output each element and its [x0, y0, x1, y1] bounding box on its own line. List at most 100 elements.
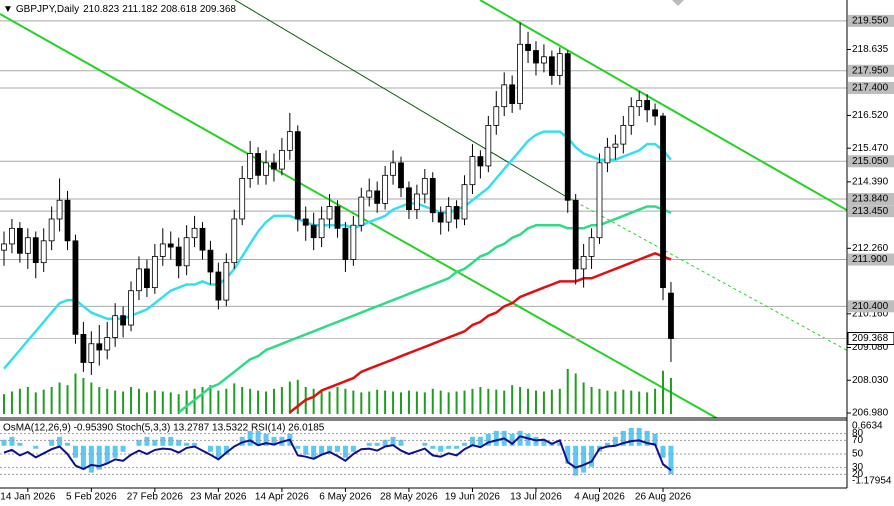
candle-body	[80, 333, 87, 363]
volume-bar	[431, 388, 434, 414]
candle-body	[604, 146, 611, 164]
osma-bar	[581, 445, 587, 473]
osma-bar	[644, 430, 650, 446]
osma-bar	[517, 430, 523, 446]
volume-bar	[122, 391, 125, 414]
volume-bar	[606, 390, 609, 414]
volume-bar	[82, 378, 85, 414]
osma-bar	[485, 433, 491, 446]
candle-body	[413, 193, 420, 211]
volume-bar	[296, 379, 299, 414]
osma-bar	[327, 445, 333, 452]
candle-body	[72, 240, 79, 335]
candle-body	[32, 237, 39, 264]
candle-body	[668, 292, 674, 339]
channel-line	[564, 195, 847, 351]
osma-bar	[628, 427, 634, 446]
osma-bar	[168, 436, 174, 446]
candle-body	[398, 162, 404, 189]
osma-bar	[469, 436, 475, 446]
volume-bar	[495, 389, 498, 414]
candle-body	[247, 153, 254, 179]
candle-body	[175, 246, 182, 267]
close: 209.368	[200, 4, 237, 15]
volume-bar	[265, 391, 268, 414]
rsi-line	[3, 435, 672, 472]
volume-bar	[630, 390, 633, 414]
volume-bar	[169, 392, 172, 414]
x-tick-label: 19 Jun 2026	[445, 492, 500, 503]
osma-bar	[112, 445, 118, 458]
osma-bar	[319, 445, 325, 455]
osma-bar	[120, 445, 126, 452]
volume-bar	[527, 388, 530, 414]
osma-bar	[374, 442, 380, 446]
volume-bar	[566, 369, 569, 414]
x-tick-label: 4 Aug 2026	[574, 492, 625, 503]
volume-bar	[161, 391, 164, 414]
volume-bar	[272, 388, 275, 414]
osma-bar	[255, 430, 261, 446]
candle-body	[636, 100, 643, 108]
moving-average	[289, 251, 672, 414]
volume-bar	[280, 387, 283, 414]
level-box	[848, 193, 894, 206]
volume-bar	[407, 390, 410, 414]
osma-bar	[636, 427, 642, 446]
x-tick-label: 23 Mar 2026	[190, 492, 247, 503]
volume-bar	[550, 389, 553, 414]
candle-body	[88, 343, 95, 363]
volume-bar	[344, 388, 347, 414]
volume-bar	[3, 394, 5, 414]
candle-body	[421, 178, 428, 195]
candle-body	[223, 262, 230, 301]
volume-bar	[646, 392, 649, 414]
candle-body	[342, 227, 349, 260]
level-label: 219.550	[852, 16, 889, 27]
candle-body	[215, 271, 222, 301]
candle-body	[382, 174, 389, 204]
candle-body	[255, 153, 261, 176]
osma-bar	[462, 442, 468, 446]
volume-bar	[34, 392, 37, 414]
candle-body	[310, 224, 317, 239]
candle-body	[9, 227, 15, 245]
level-label: 213.450	[852, 206, 889, 217]
candle-body	[144, 268, 150, 289]
volume-bar	[241, 387, 244, 414]
y-tick-label: 210.160	[852, 308, 889, 319]
y-tick-label: 209.080	[852, 342, 889, 353]
candle-body	[548, 56, 555, 76]
candle-body	[302, 218, 309, 226]
osma-bar	[620, 430, 626, 446]
osma-bar	[477, 436, 483, 446]
volume-bar	[177, 394, 180, 414]
candle-body	[40, 240, 47, 264]
osma-bar	[652, 433, 658, 446]
osma-bar	[33, 445, 39, 449]
volume-bar	[98, 387, 101, 414]
level-label: 211.900	[852, 254, 888, 265]
level-box	[848, 64, 894, 77]
volume-bar	[423, 392, 426, 414]
candle-body	[16, 227, 23, 254]
osma-tick-label: -1.17954	[852, 476, 892, 487]
volume-bar	[360, 392, 363, 414]
y-tick-label: 212.260	[852, 243, 889, 254]
rsi-tick-label: 70	[852, 435, 864, 446]
candle-body	[207, 249, 214, 273]
candle-body	[64, 199, 71, 242]
candle-body	[1, 243, 7, 251]
candle-body	[56, 199, 63, 220]
x-tick-label: 6 May 2026	[319, 492, 372, 503]
candle-body	[429, 178, 436, 214]
volume-bar	[392, 391, 395, 414]
volume-bar	[654, 388, 657, 414]
volume-bar	[574, 373, 577, 414]
candle-body	[469, 156, 476, 186]
osma-bar	[104, 445, 110, 464]
candle-body	[580, 256, 587, 270]
candle-body	[477, 156, 484, 167]
osma-bar	[612, 436, 618, 446]
